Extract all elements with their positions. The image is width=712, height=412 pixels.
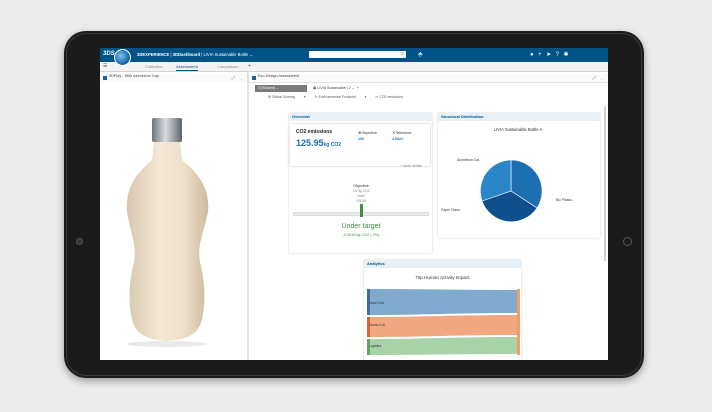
help-icon[interactable]: ? — [555, 52, 564, 58]
pie-label-paper-glass: Paper Glass.. — [441, 208, 462, 212]
analytics-header: Analytics — [364, 260, 521, 268]
gauge-value: 125.95 — [356, 199, 366, 203]
status-text: Under target — [341, 223, 381, 230]
shared-tab[interactable]: 3 (Shared) ⌄ — [255, 85, 307, 92]
tablet-home-button[interactable] — [623, 237, 632, 246]
search-icon[interactable]: ⌕ — [401, 51, 404, 57]
bottle-model — [126, 118, 209, 347]
sankey-node-target[interactable] — [517, 289, 520, 355]
pie-slice-paper-glass[interactable] — [481, 190, 538, 222]
co2-value: 125.95kg CO2 — [296, 138, 342, 148]
search-input[interactable]: ⌕ — [309, 51, 406, 58]
sankey-node-ocean[interactable] — [367, 317, 370, 337]
sankey-node-logistics[interactable] — [367, 339, 370, 355]
tab-assessment[interactable]: Assessment — [176, 64, 198, 71]
sankey-flow-used-cont[interactable] — [370, 289, 517, 315]
tablet-camera — [76, 238, 83, 245]
co2-emissions-button[interactable]: ✂ CO2 emissions — [375, 95, 404, 99]
co2-title: CO2 emissions — [296, 129, 333, 135]
3dplay-viewer[interactable] — [100, 82, 247, 360]
sankey-chart — [367, 289, 520, 355]
top-icons: ●+➤?✱ — [530, 51, 573, 58]
tolerance-icon: ✕ — [392, 131, 396, 135]
menu-icon[interactable]: ☰ — [103, 63, 108, 69]
more-details-link[interactable]: + More details — [400, 164, 423, 168]
document-toolbar: 3 (Shared) ⌄ ▣ LIVIA Sustainable | 2 ⌄ + — [249, 84, 608, 93]
pie-slice-aluminium[interactable] — [480, 159, 512, 202]
gauge-objective-label: Objective — [353, 184, 369, 188]
pie-title: LIVIA Sustainable Bottle A — [493, 127, 543, 132]
panel-controls[interactable]: ⤢ ⌄ — [231, 75, 244, 80]
sankey-flow-logistics[interactable] — [370, 337, 517, 355]
sankey-label-ocean: Ocean & Ai — [369, 323, 385, 327]
action-bar: ⊞ Global Scoring ▾ ✎ Environmental Footp… — [268, 95, 419, 99]
app-title: 3DEXPERIENCE | 3DDashboard | LIVIA Susta… — [137, 52, 254, 57]
pie-label-aluminium: Aluminium Cal.. — [457, 158, 481, 162]
target-icon: ⊕ — [358, 131, 362, 135]
sankey-label-used-cont: Used Cont — [369, 301, 385, 305]
global-scoring-button[interactable]: ⊞ Global Scoring ▾ — [268, 95, 306, 99]
brand-label: 3DEXPERIENCE — [137, 52, 170, 57]
right-panel-title: Eco-Design Assessment — [258, 74, 300, 78]
overview-header: Overview — [289, 113, 432, 121]
sankey-node-used-cont[interactable] — [367, 289, 370, 315]
tab-bar: ☰ Collection Assessment Comparison + — [100, 62, 608, 72]
status-detail: -4.0016 kg CO2 (-3%) — [342, 233, 380, 237]
tab-collection[interactable]: Collection — [145, 64, 163, 69]
tab-comparison[interactable]: Comparison — [217, 64, 239, 69]
scrollbar[interactable] — [604, 106, 606, 261]
chevron-down-icon[interactable]: ⌄ — [249, 52, 254, 57]
tag-icon[interactable]: ⬘ — [418, 52, 423, 58]
co2-unit: kg CO2 — [323, 142, 342, 148]
add-icon[interactable]: + — [538, 52, 547, 58]
sankey-label-logistics: Logistics — [369, 344, 382, 348]
screen: 3DS 3DEXPERIENCE | 3DDashboard | LIVIA S… — [100, 48, 608, 360]
panel-controls[interactable]: ⤢ ⌄ — [592, 75, 605, 80]
gauge-marker — [359, 204, 363, 217]
document-icon: ▣ — [313, 86, 317, 90]
user-icon[interactable]: ● — [530, 52, 539, 58]
compass-tool-icon[interactable]: ✱ — [563, 52, 574, 58]
top-bar: 3DS 3DEXPERIENCE | 3DDashboard | LIVIA S… — [100, 48, 608, 62]
objective-label: ⊕Objective — [358, 131, 378, 135]
sankey-flow-ocean[interactable] — [370, 315, 517, 337]
co2-summary: CO2 emissions 125.95kg CO2 ⊕Objective 13… — [290, 124, 430, 166]
3dplay-icon — [103, 76, 107, 80]
document-dropdown[interactable]: ▣ LIVIA Sustainable | 2 ⌄ + — [313, 86, 359, 90]
panel-divider[interactable] — [247, 71, 249, 360]
pie-label-bio-plastic: Bio Plastic.. — [556, 198, 574, 202]
3ds-logo: 3DS — [103, 51, 115, 57]
tolerance-label: ✕Tolerance — [392, 131, 412, 135]
gauge-objective-value: 130 kg CO2 — [352, 189, 370, 193]
app-name: 3DDashboard — [172, 52, 201, 57]
right-panel-header: Eco-Design Assessment ⤢ ⌄ — [249, 74, 608, 83]
compass-icon[interactable] — [114, 49, 131, 66]
gauge-value-label: Value — [357, 194, 365, 198]
document-name: LIVIA Sustainable Bottle — [203, 52, 249, 57]
share-icon[interactable]: ➤ — [546, 52, 556, 58]
sankey-title: Top Human Activity Impact — [415, 275, 470, 280]
add-tab-icon[interactable]: + — [248, 63, 251, 69]
environmental-footprint-button[interactable]: ✎ Environmental Footprint ▾ — [314, 95, 367, 99]
tolerance-value: 4.0022 — [392, 137, 403, 141]
left-panel-title: 3DPlay - With Aluminium Cap — [109, 74, 159, 78]
eco-design-icon — [252, 76, 256, 80]
pie-chart — [480, 159, 543, 222]
objective-value: 130 — [358, 137, 364, 141]
structural-header: Structural Distribution — [438, 113, 600, 121]
